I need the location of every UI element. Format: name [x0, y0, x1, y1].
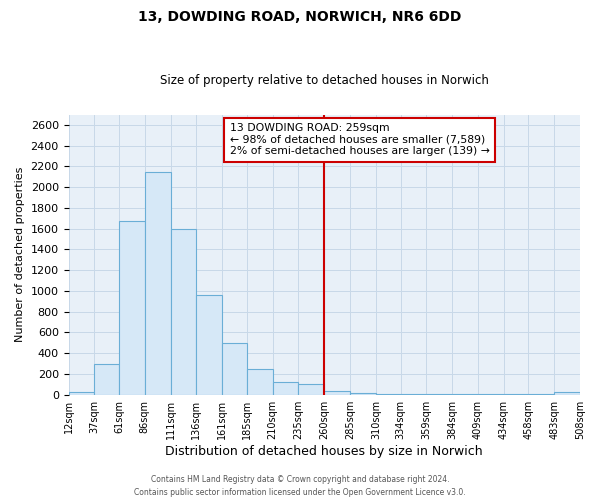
- Title: Size of property relative to detached houses in Norwich: Size of property relative to detached ho…: [160, 74, 489, 87]
- Bar: [145, 172, 170, 394]
- Bar: [170, 228, 196, 394]
- Bar: [298, 384, 324, 394]
- Bar: [68, 392, 94, 394]
- Bar: [324, 390, 350, 394]
- Text: 13 DOWDING ROAD: 259sqm
← 98% of detached houses are smaller (7,589)
2% of semi-: 13 DOWDING ROAD: 259sqm ← 98% of detache…: [230, 123, 490, 156]
- Bar: [222, 343, 247, 394]
- X-axis label: Distribution of detached houses by size in Norwich: Distribution of detached houses by size …: [166, 444, 483, 458]
- Bar: [119, 222, 145, 394]
- Bar: [94, 364, 119, 394]
- Bar: [196, 295, 222, 394]
- Bar: [554, 392, 580, 394]
- Text: 13, DOWDING ROAD, NORWICH, NR6 6DD: 13, DOWDING ROAD, NORWICH, NR6 6DD: [139, 10, 461, 24]
- Text: Contains HM Land Registry data © Crown copyright and database right 2024.
Contai: Contains HM Land Registry data © Crown c…: [134, 476, 466, 497]
- Bar: [350, 393, 376, 394]
- Y-axis label: Number of detached properties: Number of detached properties: [15, 167, 25, 342]
- Bar: [273, 382, 298, 394]
- Bar: [247, 369, 273, 394]
